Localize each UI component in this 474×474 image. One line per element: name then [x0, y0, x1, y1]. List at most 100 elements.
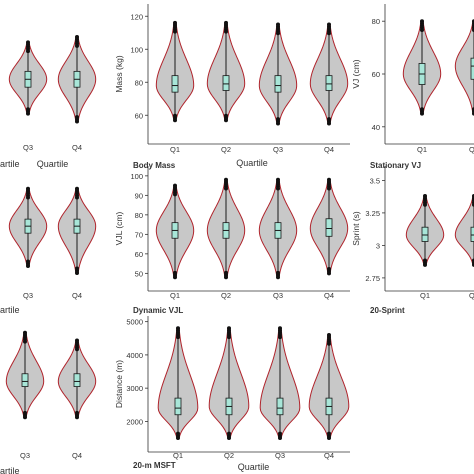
iqr-box: [222, 75, 230, 91]
iqr-box: [274, 75, 282, 93]
x-tick-label: Q2: [221, 291, 231, 300]
x-tick-label: Q4: [324, 145, 334, 154]
panel-label: Dynamic VJL: [133, 306, 183, 315]
violin-q1: [155, 183, 195, 280]
violin-q4: [57, 338, 97, 420]
x-tick-label: Q1: [417, 145, 427, 154]
violin-q1: [157, 326, 199, 441]
iqr-box: [325, 218, 333, 237]
y-tick-label: 3.25: [365, 209, 380, 218]
outlier-point: [173, 270, 177, 275]
chart-panel-6: 2.75 3 3.25 3.5 Sprint (s) Q1 Q2 20-Sprint: [351, 166, 474, 315]
y-tick-label: 100: [130, 172, 143, 181]
x-tick-label: Q3: [273, 291, 283, 300]
x-tick-label: Q2: [469, 145, 474, 154]
x-tick-label: Q4: [72, 451, 82, 460]
chart-panel-4: Q3 Q4 artile: [0, 186, 97, 315]
y-tick-label: 3000: [126, 384, 143, 393]
violin-q3: [8, 186, 48, 268]
outlier-point: [26, 49, 30, 54]
violin-q3: [8, 40, 48, 116]
outlier-point: [278, 431, 282, 436]
x-axis-label-partial: artile: [0, 466, 20, 474]
violin-q4: [309, 22, 349, 126]
outlier-point: [173, 192, 177, 197]
iqr-box: [21, 373, 29, 387]
iqr-box: [421, 226, 429, 242]
outlier-point: [23, 339, 27, 344]
chart-panel-5: 50 60 70 80 90 100 VJL (cm) Q1 Q2 Q3 Q4 Dynamic VJL: [114, 166, 350, 315]
violin-q2: [454, 19, 474, 116]
violin-q3: [258, 22, 298, 126]
x-tick-label: Q3: [275, 451, 285, 460]
x-axis-label: Quartile: [236, 158, 268, 168]
outlier-point: [75, 43, 79, 48]
outlier-point: [276, 270, 280, 275]
outlier-point: [176, 431, 180, 436]
x-tick-label: Q1: [170, 291, 180, 300]
chart-panel-8: 2000 3000 4000 5000 Distance (m) Q1 Q2 Q3 Q4 Quar…: [114, 316, 350, 472]
violin-q4: [308, 332, 350, 441]
outlier-point: [276, 31, 280, 36]
outlier-point: [26, 259, 30, 264]
iqr-box: [171, 75, 179, 93]
outlier-point: [420, 107, 424, 112]
outlier-point: [423, 202, 427, 207]
x-tick-label: Q2: [221, 145, 231, 154]
y-tick-label: 120: [130, 12, 143, 21]
y-tick-label: 100: [130, 45, 143, 54]
y-tick-label: 80: [135, 211, 143, 220]
y-tick-label: 80: [135, 78, 143, 87]
outlier-point: [420, 28, 424, 32]
outlier-point: [224, 270, 228, 275]
iqr-box: [276, 397, 284, 416]
outlier-point: [278, 335, 282, 340]
y-tick-label: 3.5: [370, 176, 380, 185]
outlier-point: [75, 266, 79, 271]
x-tick-label: Q4: [72, 291, 82, 300]
violin-q1: [402, 19, 442, 116]
outlier-point: [276, 117, 280, 122]
outlier-point: [26, 107, 30, 112]
panel-label: Stationary VJ: [370, 161, 421, 170]
outlier-point: [327, 186, 331, 191]
violin-q3: [5, 330, 45, 420]
violin-q4: [309, 177, 349, 276]
x-tick-label: Q3: [23, 291, 33, 300]
y-tick-label: 90: [135, 191, 143, 200]
x-axis-label-partial: artile: [0, 305, 20, 315]
iqr-box: [470, 226, 474, 242]
violin-q3: [258, 177, 298, 280]
y-tick-label: 2.75: [365, 274, 380, 283]
x-tick-label: Q1: [420, 291, 430, 300]
y-tick-label: 70: [135, 230, 143, 239]
outlier-point: [327, 117, 331, 122]
iqr-box: [470, 57, 474, 80]
outlier-point: [276, 186, 280, 191]
outlier-point: [176, 335, 180, 340]
x-axis-label: Quartile: [37, 159, 69, 169]
x-tick-label: Q4: [324, 451, 334, 460]
violin-q2: [454, 194, 474, 267]
outlier-point: [26, 195, 30, 200]
violin-q1: [405, 194, 445, 267]
violin-q4: [57, 186, 97, 275]
y-tick-label: 3: [376, 241, 380, 250]
x-tick-label: Q3: [23, 143, 33, 152]
iqr-box: [73, 373, 81, 387]
x-tick-label: Q4: [72, 143, 82, 152]
outlier-point: [75, 347, 79, 352]
violin-body: [454, 195, 474, 266]
x-axis-label: Quartile: [238, 462, 270, 472]
x-tick-label: Q1: [173, 451, 183, 460]
y-axis-label: VJL (cm): [114, 211, 124, 245]
chart-panel-3: 40 60 80 VJ (cm) Q1 Q2 Stationary VJ: [351, 4, 474, 170]
y-axis-label: VJ (cm): [351, 59, 361, 88]
violin-body: [454, 20, 474, 115]
x-tick-label: Q2: [224, 451, 234, 460]
outlier-point: [224, 113, 228, 118]
outlier-point: [227, 335, 231, 340]
violin-q4: [57, 35, 97, 124]
